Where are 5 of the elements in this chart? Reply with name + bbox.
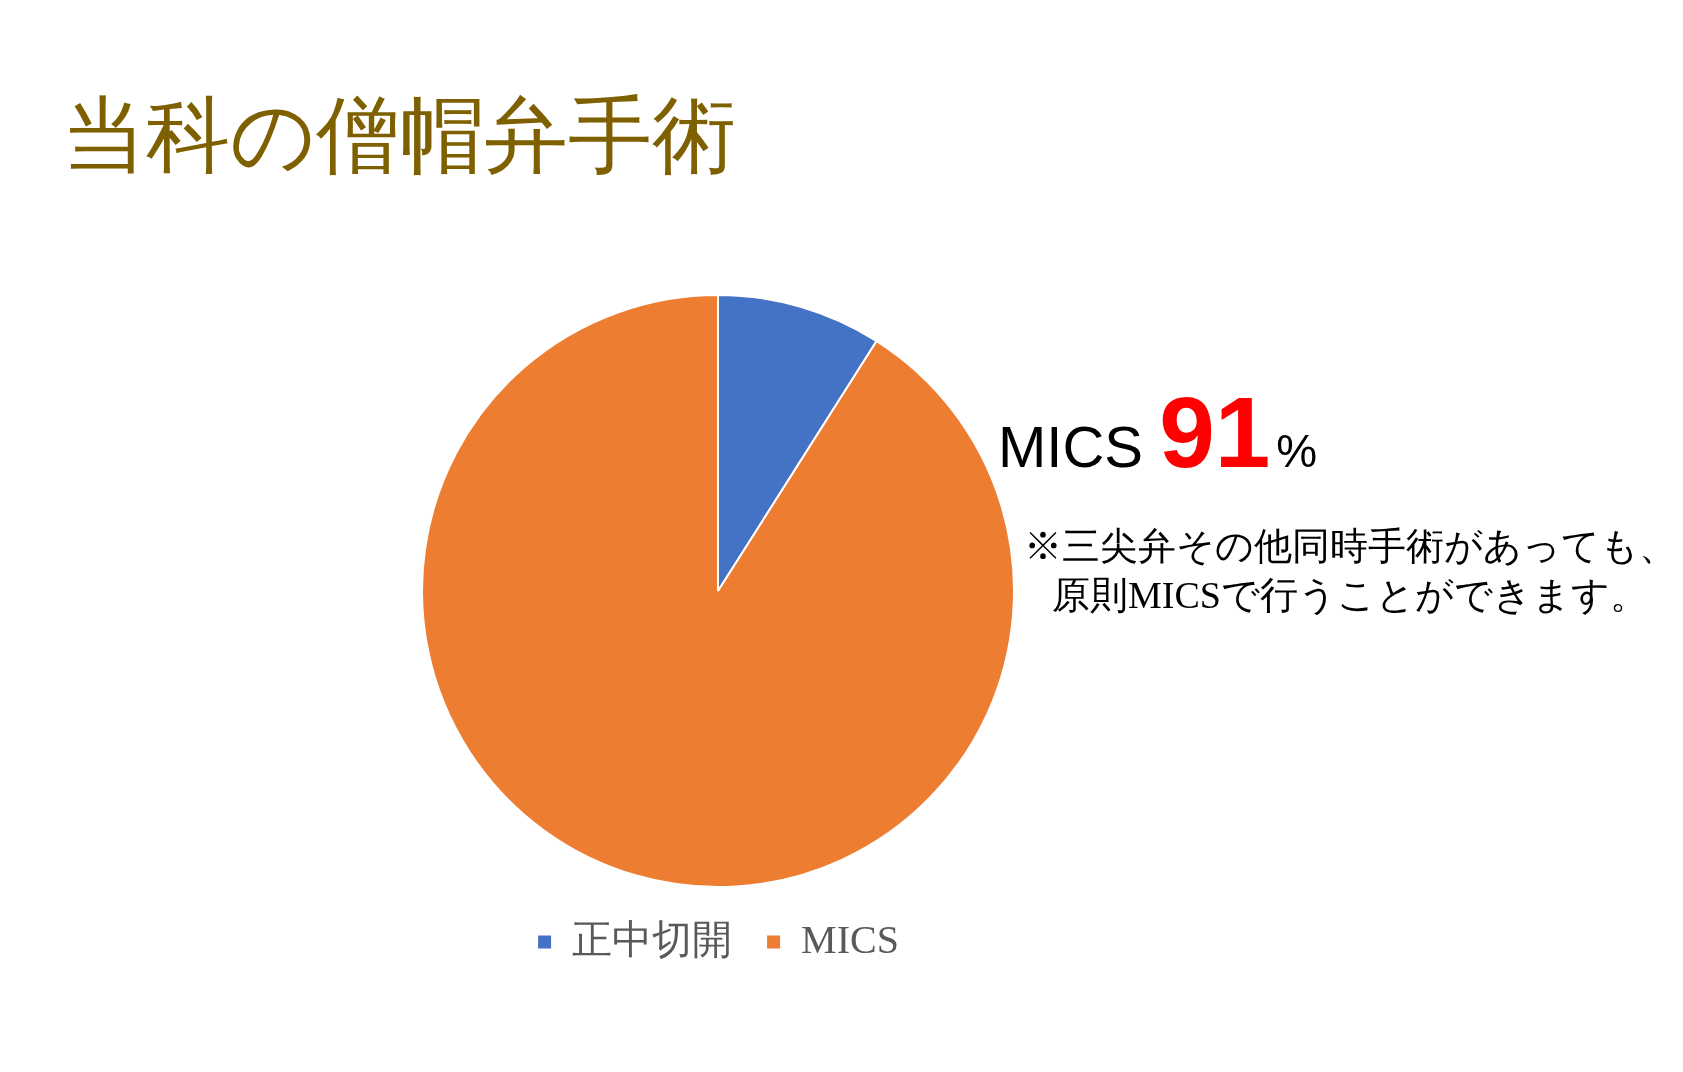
legend-label: MICS [801, 916, 899, 962]
legend-label: 正中切開 [572, 916, 733, 962]
chart-title: 当科の僧帽弁手術 [62, 89, 736, 182]
text: ※三尖弁その他同時手術があっても、原則MICSで行うことができます。 [1022, 524, 1678, 618]
text: MICS 91% [998, 376, 1318, 488]
